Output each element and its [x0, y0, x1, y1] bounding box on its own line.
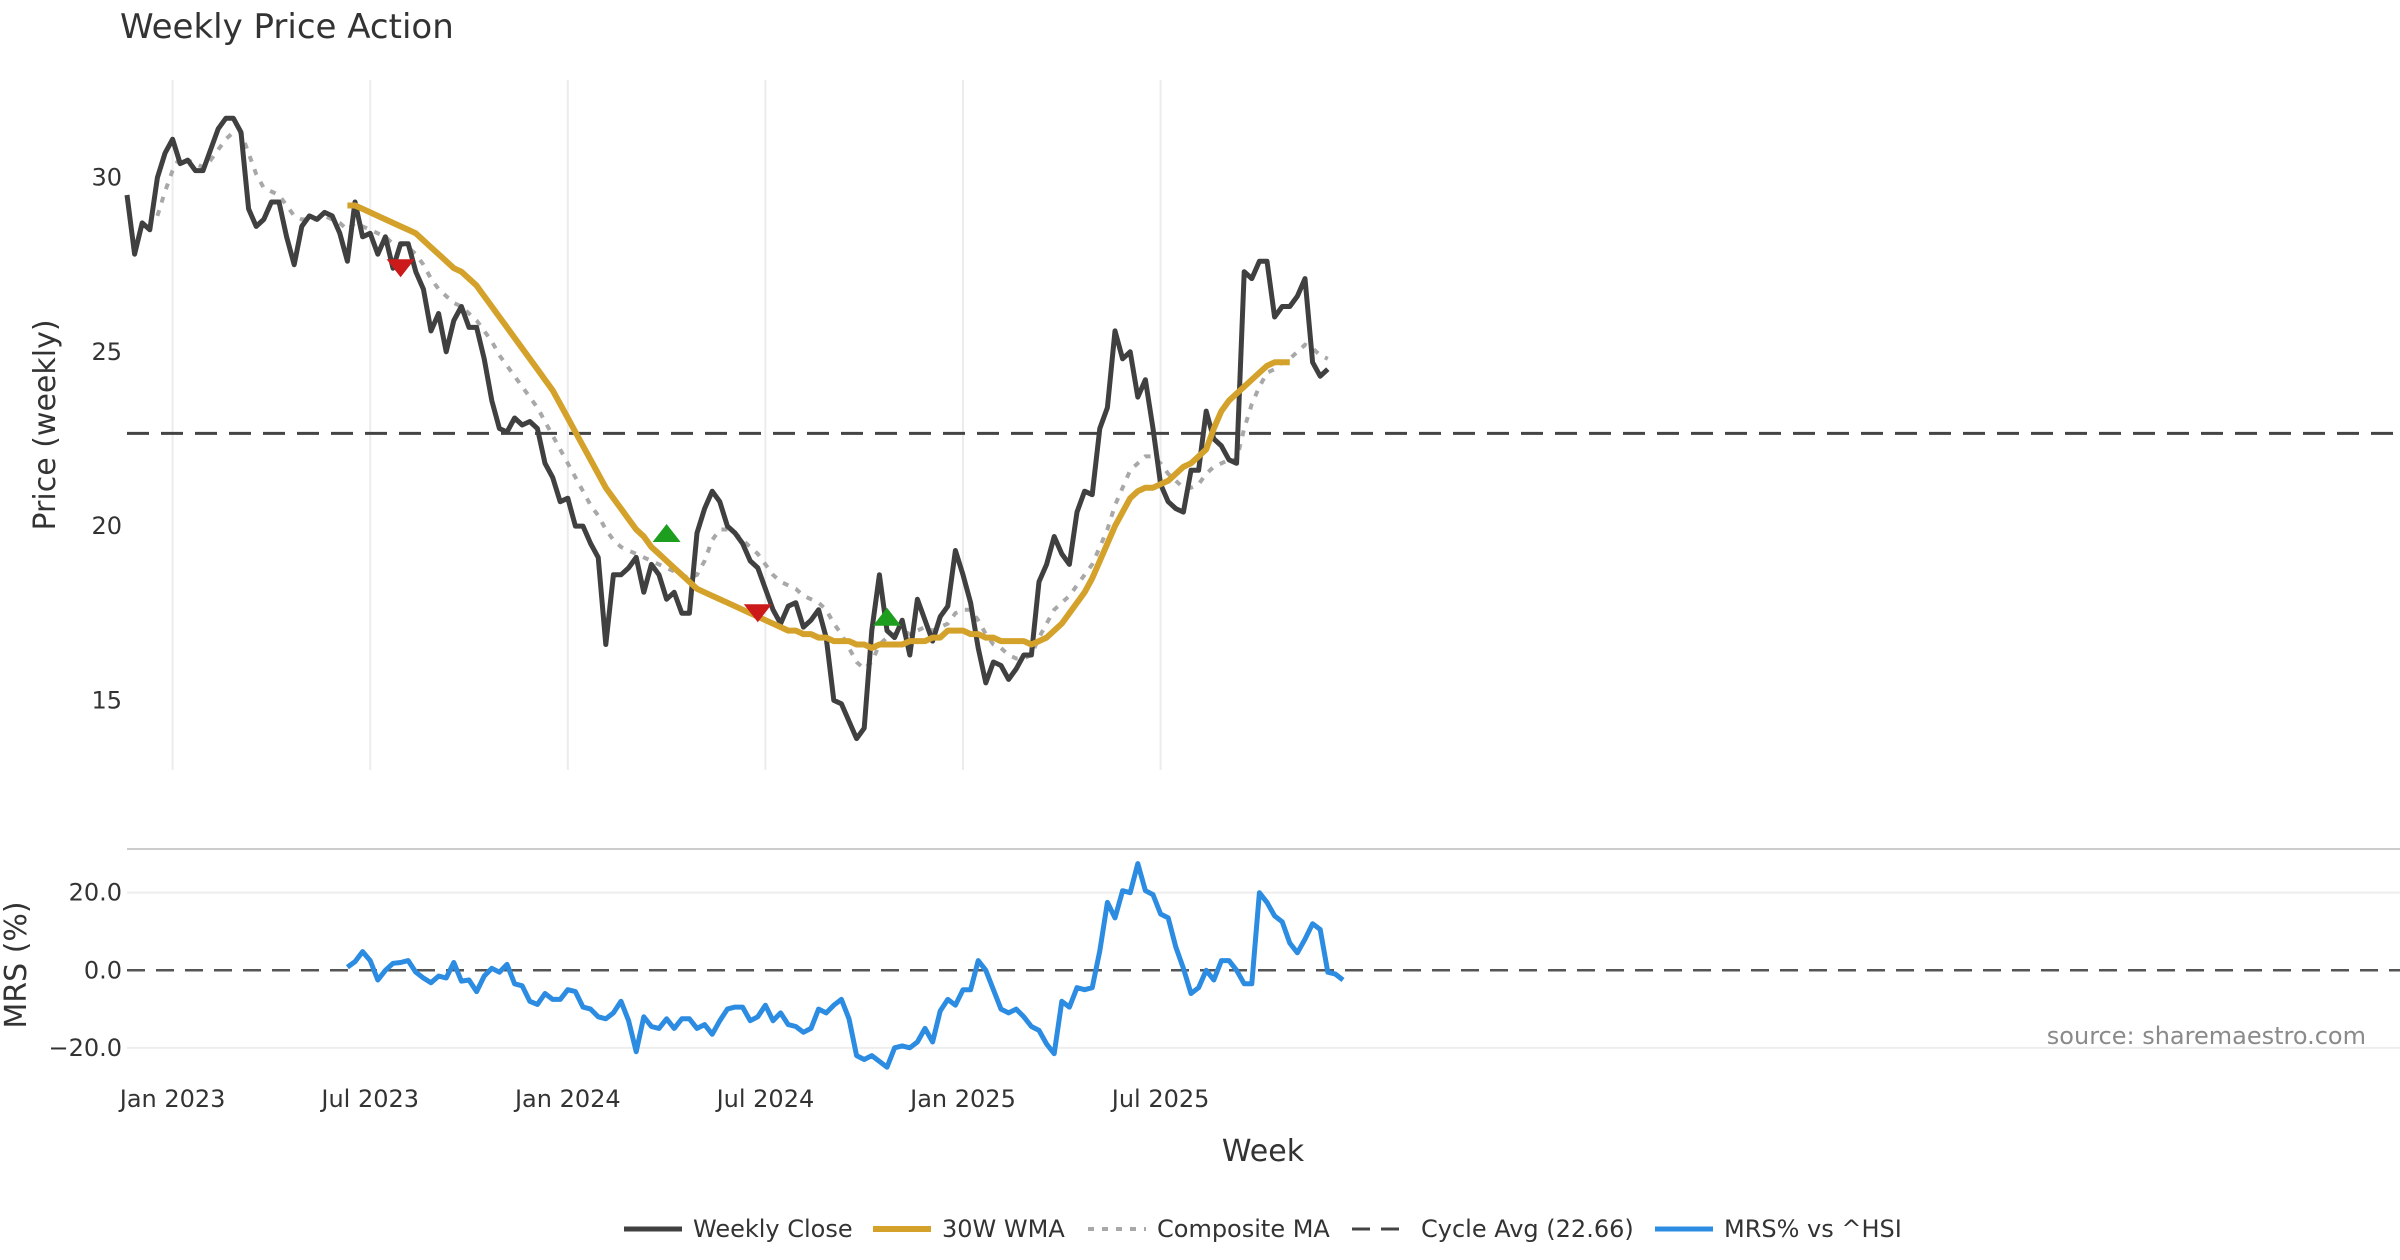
price-y-tick-label: 25: [91, 338, 122, 366]
price-y-tick-label: 20: [91, 512, 122, 540]
sell-signal-marker: [386, 259, 415, 278]
x-tick-labels: Jan 2023 Jul 2023 Jan 2024 Jul 2024 Jan 2025…: [118, 1085, 1210, 1113]
x-tick-label: Jan 2023: [118, 1085, 226, 1113]
wma-30w-line: [347, 202, 1290, 651]
x-tick-label: Jan 2024: [513, 1085, 621, 1113]
sell-signal-marker: [743, 604, 772, 623]
signal-markers: [386, 259, 901, 626]
mrs-y-tick-label: 20.0: [69, 879, 122, 907]
price-y-tick-label: 30: [91, 164, 122, 192]
mrs-y-ticks: −20.0 0.0 20.0: [48, 879, 2400, 1062]
mrs-y-tick-label: −20.0: [48, 1034, 122, 1062]
mrs-line: [345, 861, 1345, 1070]
legend-label-weekly-close: Weekly Close: [693, 1215, 853, 1243]
x-tick-label: Jan 2025: [908, 1085, 1016, 1113]
price-y-axis-title: Price (weekly): [28, 319, 63, 530]
chart-title: Weekly Price Action: [120, 7, 454, 47]
x-tick-label: Jul 2023: [319, 1085, 419, 1113]
mrs-y-axis-title: MRS (%): [0, 901, 34, 1028]
legend-label-wma: 30W WMA: [942, 1215, 1065, 1243]
weekly-close-line: [124, 115, 1330, 742]
legend-label-cycle-avg: Cycle Avg (22.66): [1421, 1215, 1634, 1243]
source-note: source: sharemaestro.com: [2047, 1022, 2366, 1050]
x-tick-label: Jul 2024: [715, 1085, 815, 1113]
mrs-y-tick-label: 0.0: [84, 956, 122, 984]
x-gridlines: [171, 80, 1162, 770]
price-y-tick-label: 15: [91, 686, 122, 714]
buy-signal-marker: [652, 524, 681, 542]
mrs-panel: −20.0 0.0 20.0 MRS (%) source: sharemaestr…: [0, 848, 2400, 1070]
legend-label-composite: Composite MA: [1157, 1215, 1330, 1243]
x-tick-label: Jul 2025: [1110, 1085, 1210, 1113]
price-panel: 15 20 25 30 Price (weekly): [28, 115, 2400, 742]
price-y-ticks: 15 20 25 30: [91, 164, 122, 715]
legend: Weekly Close 30W WMA Composite MA Cycle …: [624, 1215, 1902, 1243]
legend-label-mrs: MRS% vs ^HSI: [1724, 1215, 1902, 1243]
buy-signal-marker: [873, 607, 901, 626]
x-axis-title: Week: [1222, 1134, 1305, 1169]
